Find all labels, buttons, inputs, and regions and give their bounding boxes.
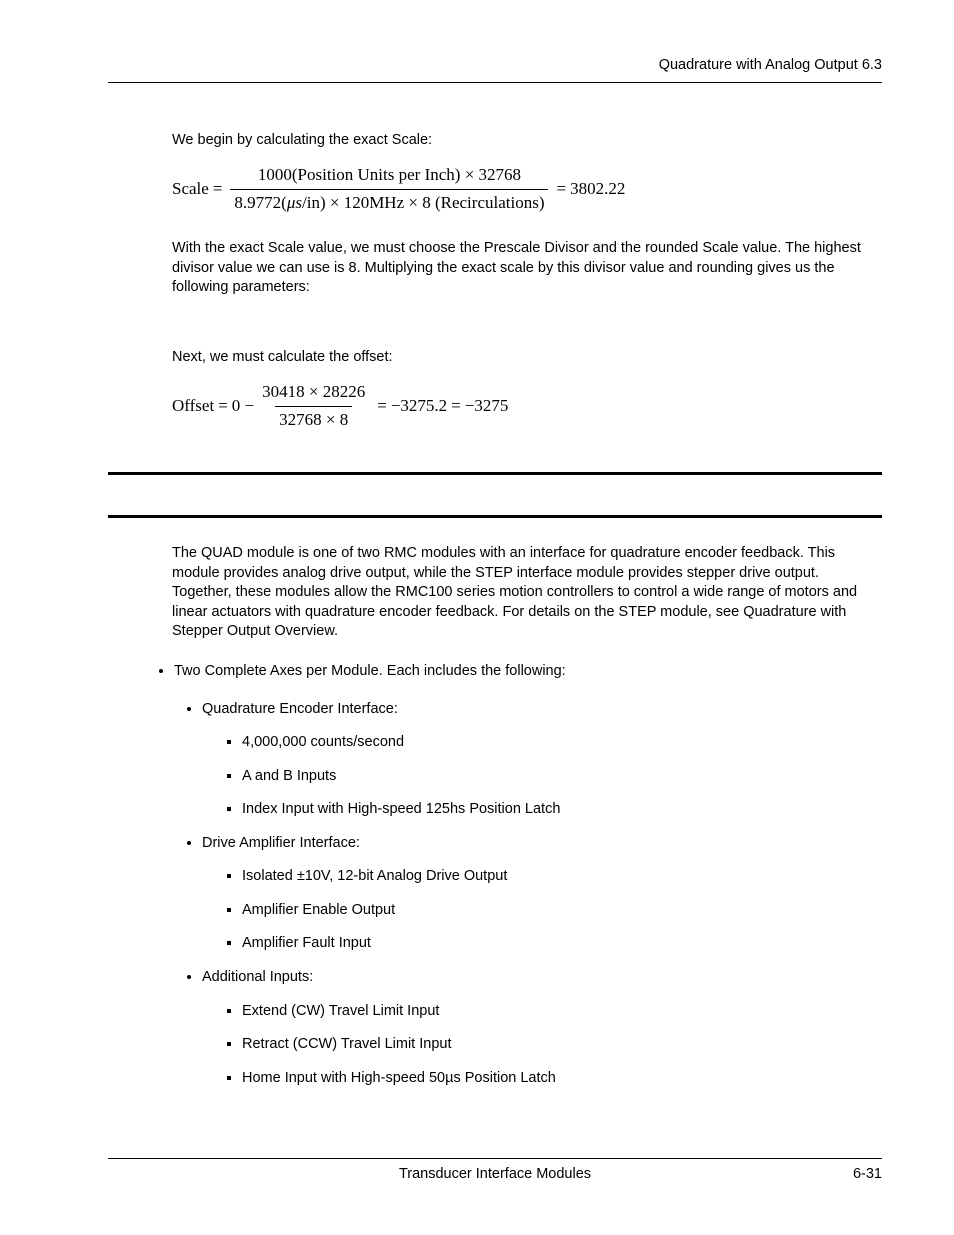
eq-offset-mid: −3275.2 (391, 395, 447, 418)
list-item: 4,000,000 counts/second (242, 733, 882, 753)
equation-scale: Scale = 1000(Position Units per Inch) × … (172, 164, 882, 215)
eq-offset-numerator: 30418 × 28226 (258, 381, 369, 406)
list-item: Two Complete Axes per Module. Each inclu… (174, 662, 882, 1088)
sec2-title: Drive Amplifier Interface: (202, 835, 360, 851)
equals-icon: = (447, 395, 465, 418)
list-item: A and B Inputs (242, 767, 882, 787)
list-item: Amplifier Enable Output (242, 901, 882, 921)
sec3-title: Additional Inputs: (202, 969, 313, 985)
mid-para-3: Next, we must calculate the offset: (172, 348, 882, 368)
list-item: Drive Amplifier Interface: Isolated ±10V… (202, 834, 882, 954)
eq-scale-fraction: 1000(Position Units per Inch) × 32768 8.… (230, 164, 548, 215)
intro-para-1: We begin by calculating the exact Scale: (172, 131, 882, 151)
list-item: Extend (CW) Travel Limit Input (242, 1002, 882, 1022)
footer-page-number: 6-31 (853, 1165, 882, 1185)
mid-para-2: With the exact Scale value, we must choo… (172, 239, 882, 298)
section-divider (108, 515, 882, 518)
eq-scale-denominator: 8.9772(μs/in) × 120MHz × 8 (Recirculatio… (230, 189, 548, 215)
page-header: Quadrature with Analog Output 6.3 (108, 56, 882, 83)
quad-description: The QUAD module is one of two RMC module… (172, 544, 882, 642)
eq-scale-numerator: 1000(Position Units per Inch) × 32768 (254, 164, 525, 189)
eq-offset-lhs: Offset (172, 395, 214, 418)
equals-icon: = (373, 395, 391, 418)
list-item: Home Input with High-speed 50µs Position… (242, 1069, 882, 1089)
equation-offset: Offset = 0 − 30418 × 28226 32768 × 8 = −… (172, 381, 882, 432)
equals-icon: = (209, 178, 227, 201)
eq-scale-result: 3802.22 (570, 178, 625, 201)
eq-scale-lhs: Scale (172, 178, 209, 201)
list-item: Quadrature Encoder Interface: 4,000,000 … (202, 700, 882, 820)
list-item: Index Input with High-speed 125hs Positi… (242, 800, 882, 820)
list-item: Additional Inputs: Extend (CW) Travel Li… (202, 968, 882, 1088)
header-title: Quadrature with Analog Output 6.3 (659, 57, 882, 73)
page-footer: Transducer Interface Modules 6-31 (108, 1158, 882, 1185)
eq-offset-fraction: 30418 × 28226 32768 × 8 (258, 381, 369, 432)
list-item: Isolated ±10V, 12-bit Analog Drive Outpu… (242, 867, 882, 887)
footer-center: Transducer Interface Modules (399, 1165, 591, 1185)
list-item: Retract (CCW) Travel Limit Input (242, 1035, 882, 1055)
list-item: Amplifier Fault Input (242, 934, 882, 954)
eq-offset-denominator: 32768 × 8 (275, 406, 352, 432)
equals-icon: = (214, 395, 232, 418)
eq-offset-zero: 0 − (232, 395, 254, 418)
section-divider (108, 472, 882, 475)
eq-offset-result: −3275 (465, 395, 509, 418)
bullet-top: Two Complete Axes per Module. Each inclu… (174, 663, 566, 679)
equals-icon: = (552, 178, 570, 201)
sec1-title: Quadrature Encoder Interface: (202, 701, 398, 717)
